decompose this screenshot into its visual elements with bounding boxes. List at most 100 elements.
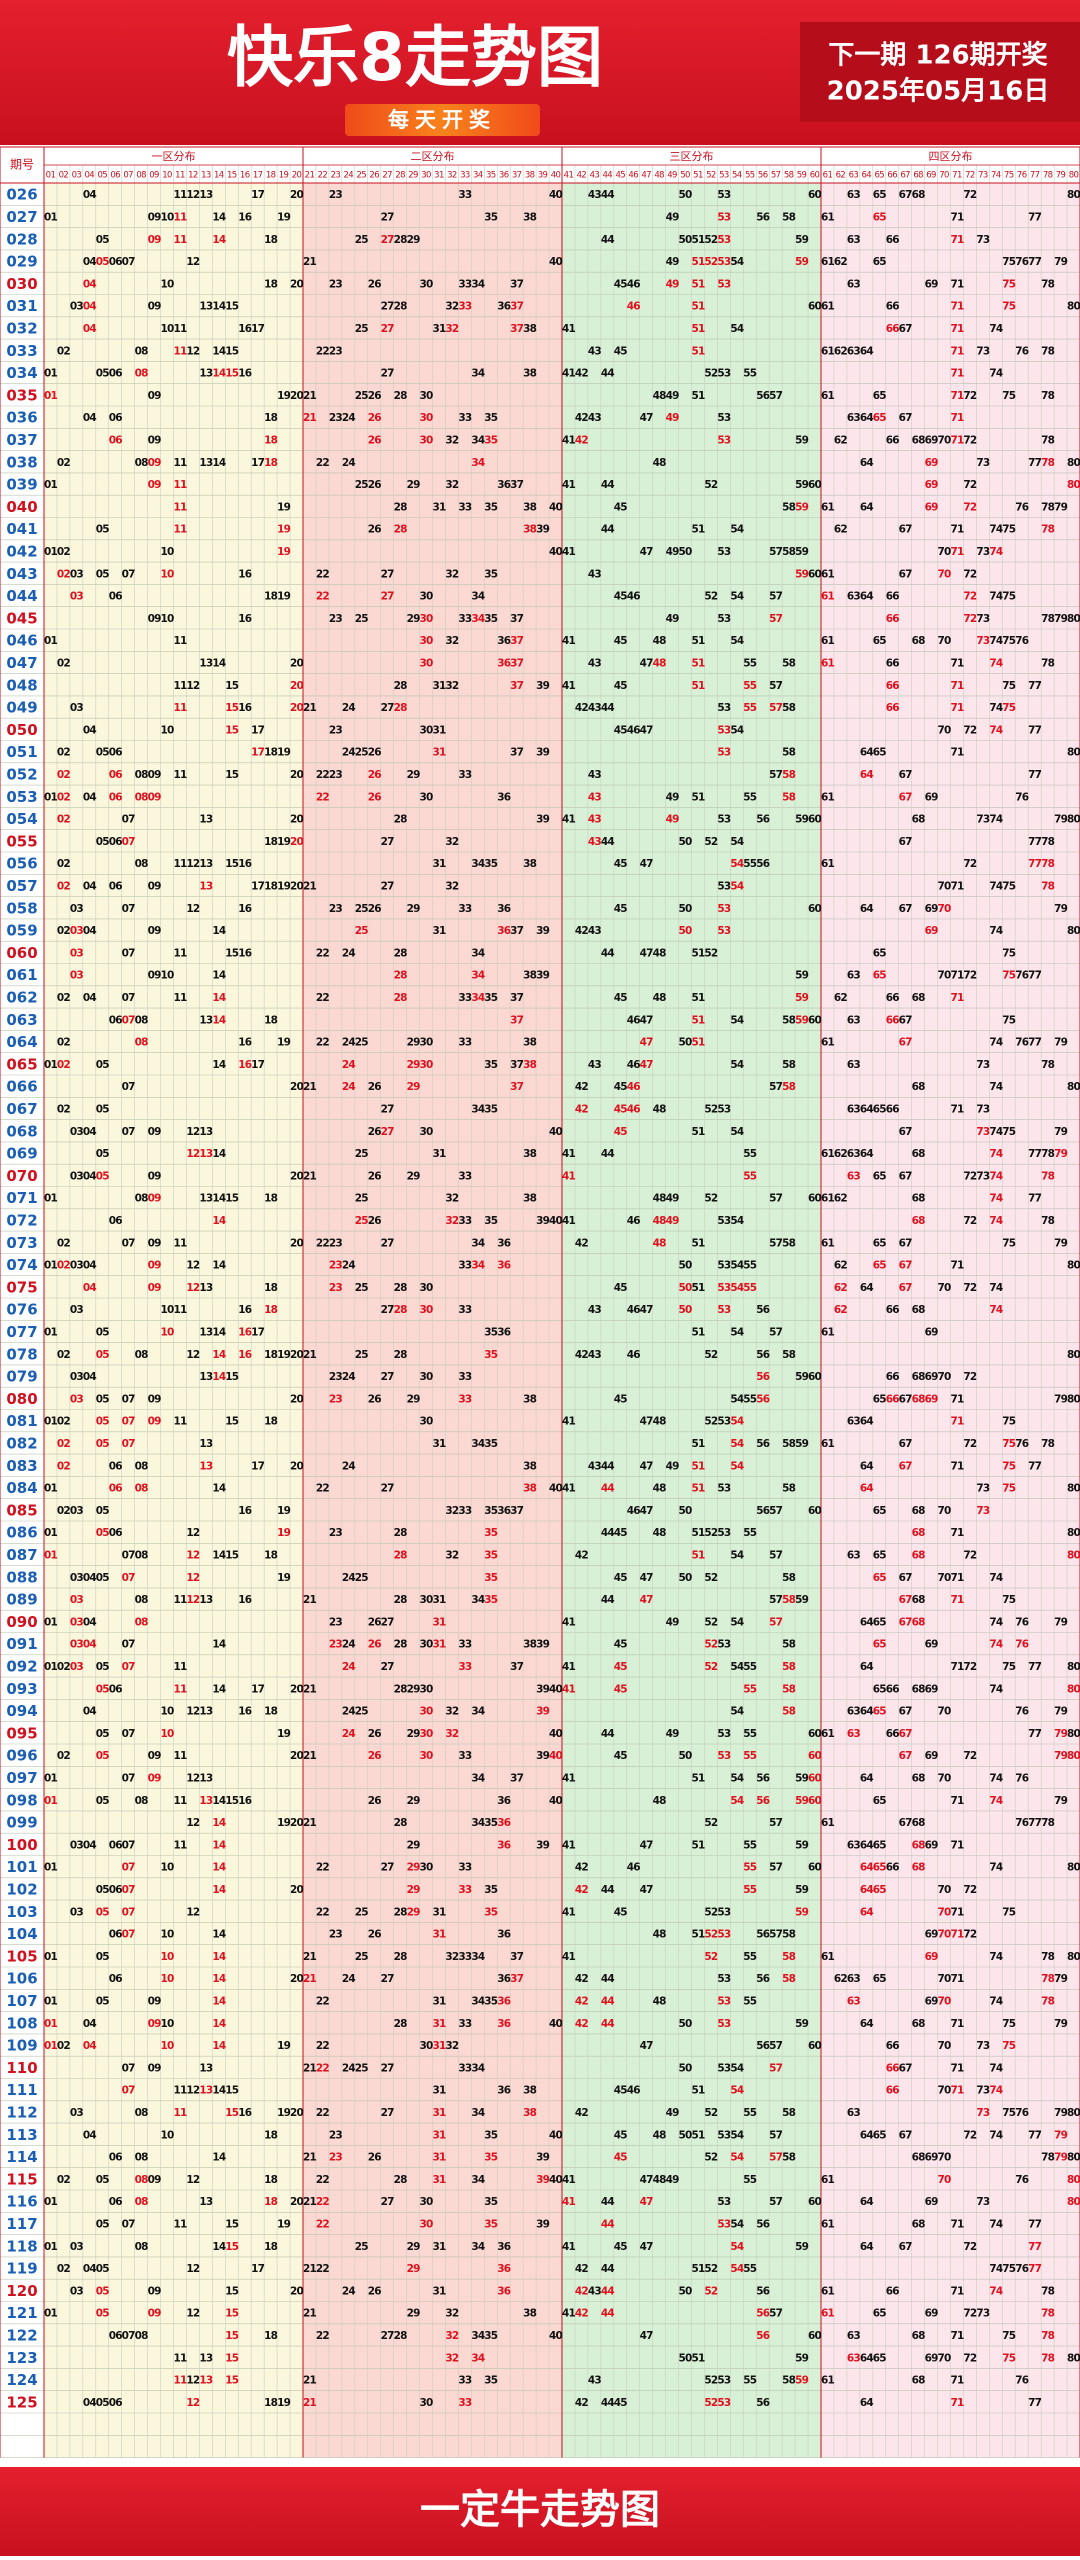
drawn-number: 30 [420, 1750, 434, 1762]
issue-number: 048 [6, 676, 37, 694]
drawn-number: 10 [161, 2018, 175, 2030]
drawn-number: 30 [420, 613, 434, 625]
drawn-number: 65 [873, 1505, 887, 1517]
drawn-number: 70 [938, 635, 952, 647]
drawn-number: 78 [1041, 524, 1055, 536]
issue-number: 125 [6, 2393, 37, 2411]
drawn-number: 65 [873, 1973, 887, 1985]
drawn-number: 37 [510, 1081, 524, 1093]
drawn-number: 20 [290, 1237, 304, 1249]
drawn-number: 48 [653, 1103, 667, 1115]
drawn-number: 06 [109, 1683, 123, 1695]
drawn-number: 80 [1067, 2196, 1080, 2208]
drawn-number: 51 [691, 657, 705, 669]
drawn-number: 34 [471, 457, 485, 469]
drawn-number: 24 [342, 1059, 356, 1071]
issue-number: 091 [6, 1635, 37, 1653]
drawn-number: 72 [963, 858, 977, 870]
drawn-number: 80 [1067, 2107, 1080, 2119]
drawn-number: 76 [1015, 1772, 1029, 1784]
drawn-number: 05 [96, 2174, 110, 2186]
drawn-number: 15 [225, 680, 239, 692]
drawn-number: 54 [730, 1059, 744, 1071]
column-number: 16 [240, 171, 250, 181]
column-number: 78 [1043, 171, 1053, 181]
drawn-number: 36 [497, 635, 511, 647]
drawn-number: 21 [303, 2397, 317, 2409]
drawn-number: 54 [730, 724, 744, 736]
drawn-number: 71 [950, 345, 964, 357]
drawn-number: 55 [743, 1527, 757, 1539]
drawn-number: 12 [186, 2375, 200, 2387]
drawn-number: 05 [96, 1884, 110, 1896]
drawn-number: 43 [588, 189, 602, 201]
drawn-number: 13 [199, 1014, 213, 1026]
drawn-number: 19 [277, 546, 291, 558]
drawn-number: 71 [950, 2397, 964, 2409]
drawn-number: 58 [782, 2107, 796, 2119]
drawn-number: 29 [407, 2263, 421, 2275]
drawn-number: 64 [860, 345, 874, 357]
drawn-number: 62 [834, 1973, 848, 1985]
drawn-number: 52 [704, 1817, 718, 1829]
drawn-number: 61 [821, 657, 835, 669]
drawn-number: 09 [148, 970, 162, 982]
drawn-number: 74 [989, 1037, 1003, 1049]
drawn-number: 14 [212, 1549, 226, 1561]
drawn-number: 46 [627, 1081, 641, 1093]
drawn-number: 52 [704, 2285, 718, 2297]
drawn-number: 27 [381, 1973, 395, 1985]
issue-number: 105 [6, 1947, 37, 1965]
drawn-number: 61 [821, 2174, 835, 2186]
column-number: 75 [1004, 171, 1014, 181]
drawn-number: 07 [122, 836, 136, 848]
drawn-number: 02 [57, 814, 71, 826]
drawn-number: 70 [938, 1282, 952, 1294]
drawn-number: 74 [989, 368, 1003, 380]
drawn-number: 29 [407, 1170, 421, 1182]
drawn-number: 33 [458, 1505, 472, 1517]
drawn-number: 32 [445, 1549, 459, 1561]
drawn-number: 31 [432, 2241, 446, 2253]
drawn-number: 11 [173, 524, 187, 536]
drawn-number: 80 [1067, 479, 1080, 491]
drawn-number: 24 [342, 947, 356, 959]
drawn-number: 74 [989, 2062, 1003, 2074]
drawn-number: 09 [148, 1750, 162, 1762]
drawn-number: 48 [653, 947, 667, 959]
drawn-number: 18 [264, 2330, 278, 2342]
drawn-number: 05 [96, 1438, 110, 1450]
drawn-number: 71 [950, 2285, 964, 2297]
column-number: 28 [395, 171, 405, 181]
drawn-number: 20 [290, 702, 304, 714]
drawn-number: 14 [212, 211, 226, 223]
drawn-number: 78 [1041, 345, 1055, 357]
drawn-number: 21 [303, 2062, 317, 2074]
drawn-number: 75 [1002, 1126, 1016, 1138]
drawn-number: 55 [743, 1884, 757, 1896]
drawn-number: 45 [614, 1750, 628, 1762]
drawn-number: 24 [342, 457, 356, 469]
drawn-number: 41 [562, 1215, 576, 1227]
drawn-number: 53 [717, 1906, 731, 1918]
issue-number: 084 [6, 1479, 37, 1497]
drawn-number: 58 [782, 1438, 796, 1450]
drawn-number: 03 [70, 1572, 84, 1584]
drawn-number: 62 [834, 1260, 848, 1272]
drawn-number: 53 [717, 814, 731, 826]
drawn-number: 33 [458, 1639, 472, 1651]
drawn-number: 39 [536, 1839, 550, 1851]
drawn-number: 01 [44, 211, 58, 223]
drawn-number: 26 [368, 390, 382, 402]
drawn-number: 71 [950, 2062, 964, 2074]
drawn-number: 01 [44, 635, 58, 647]
drawn-number: 72 [963, 568, 977, 580]
drawn-number: 07 [122, 1906, 136, 1918]
issue-number: 076 [6, 1301, 37, 1319]
drawn-number: 59 [795, 814, 809, 826]
drawn-number: 57 [769, 1594, 783, 1606]
drawn-number: 79 [1054, 1616, 1068, 1628]
drawn-number: 69 [925, 2152, 939, 2164]
drawn-number: 72 [963, 591, 977, 603]
drawn-number: 02 [57, 1059, 71, 1071]
